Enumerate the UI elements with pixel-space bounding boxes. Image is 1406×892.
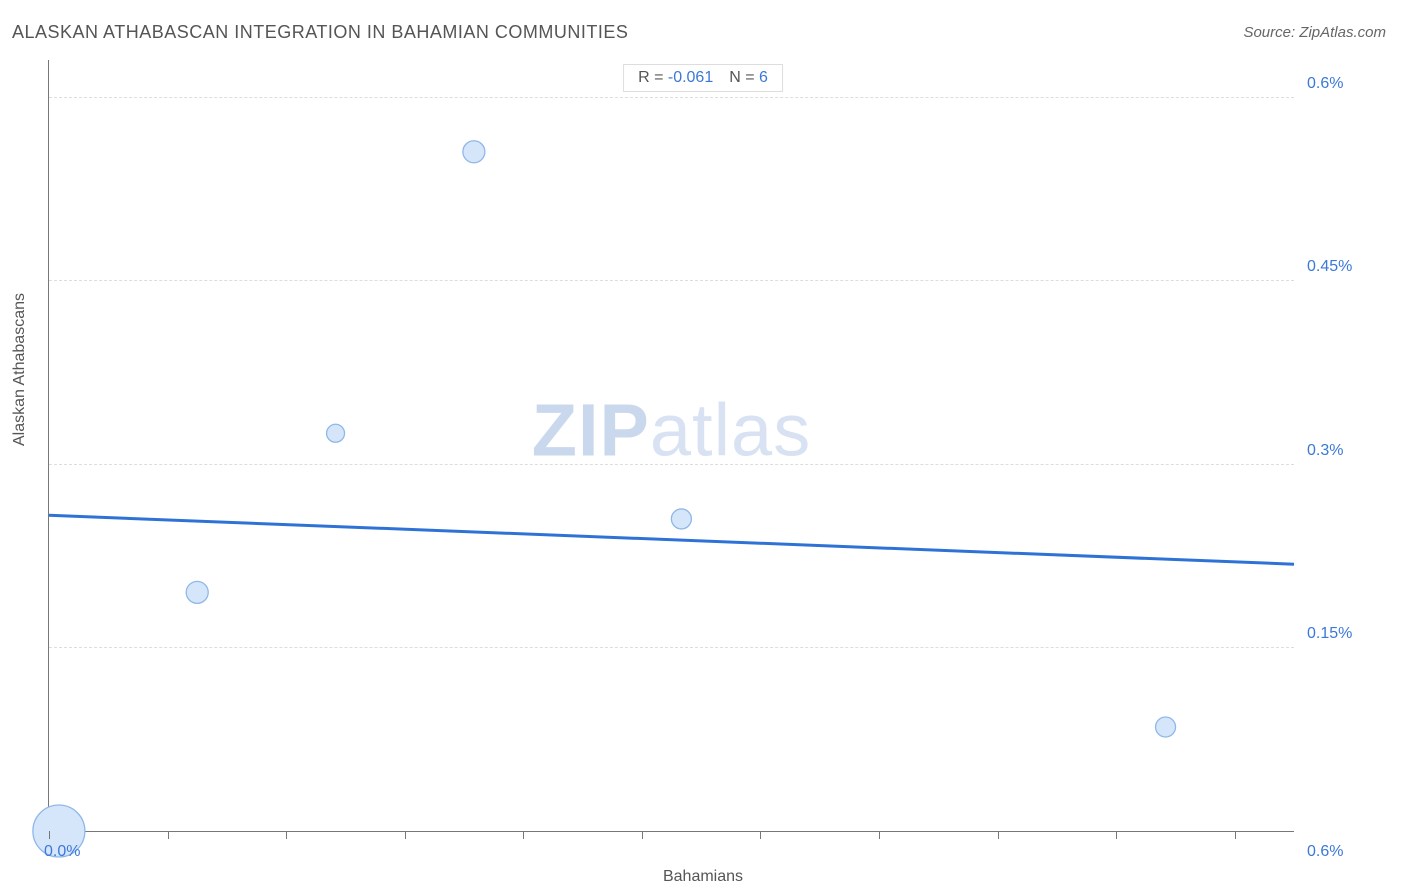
y-axis-title: Alaskan Athabascans: [11, 293, 29, 446]
x-tick: [998, 831, 999, 839]
x-tick: [286, 831, 287, 839]
y-tick-label: 0.15%: [1307, 625, 1352, 643]
legend-n-label: N =: [729, 69, 754, 86]
x-tick-label: 0.0%: [44, 843, 80, 861]
legend-n: N = 6: [729, 69, 768, 87]
data-point: [463, 141, 485, 163]
data-point: [671, 509, 691, 529]
x-tick: [760, 831, 761, 839]
x-tick: [168, 831, 169, 839]
gridline: [49, 280, 1294, 281]
chart-svg: [49, 60, 1294, 831]
x-tick: [642, 831, 643, 839]
gridline: [49, 97, 1294, 98]
x-tick-label: 0.6%: [1307, 843, 1343, 861]
x-tick: [879, 831, 880, 839]
x-tick: [1235, 831, 1236, 839]
x-tick: [49, 831, 50, 839]
y-tick-label: 0.6%: [1307, 75, 1343, 93]
chart-title: ALASKAN ATHABASCAN INTEGRATION IN BAHAMI…: [12, 22, 628, 43]
legend-r-value: -0.061: [668, 69, 713, 86]
data-point: [186, 581, 208, 603]
source-attribution: Source: ZipAtlas.com: [1243, 24, 1386, 41]
legend-r-label: R =: [638, 69, 663, 86]
x-tick: [405, 831, 406, 839]
x-tick: [1116, 831, 1117, 839]
y-tick-label: 0.45%: [1307, 258, 1352, 276]
data-point: [1156, 717, 1176, 737]
legend-n-value: 6: [759, 69, 768, 86]
legend-r: R = -0.061: [638, 69, 713, 87]
x-axis-title: Bahamians: [663, 868, 743, 886]
gridline: [49, 647, 1294, 648]
y-tick-label: 0.3%: [1307, 442, 1343, 460]
gridline: [49, 464, 1294, 465]
stats-legend: R = -0.061 N = 6: [623, 64, 783, 92]
x-tick: [523, 831, 524, 839]
data-point: [327, 424, 345, 442]
plot-area: ZIPatlas: [48, 60, 1294, 832]
